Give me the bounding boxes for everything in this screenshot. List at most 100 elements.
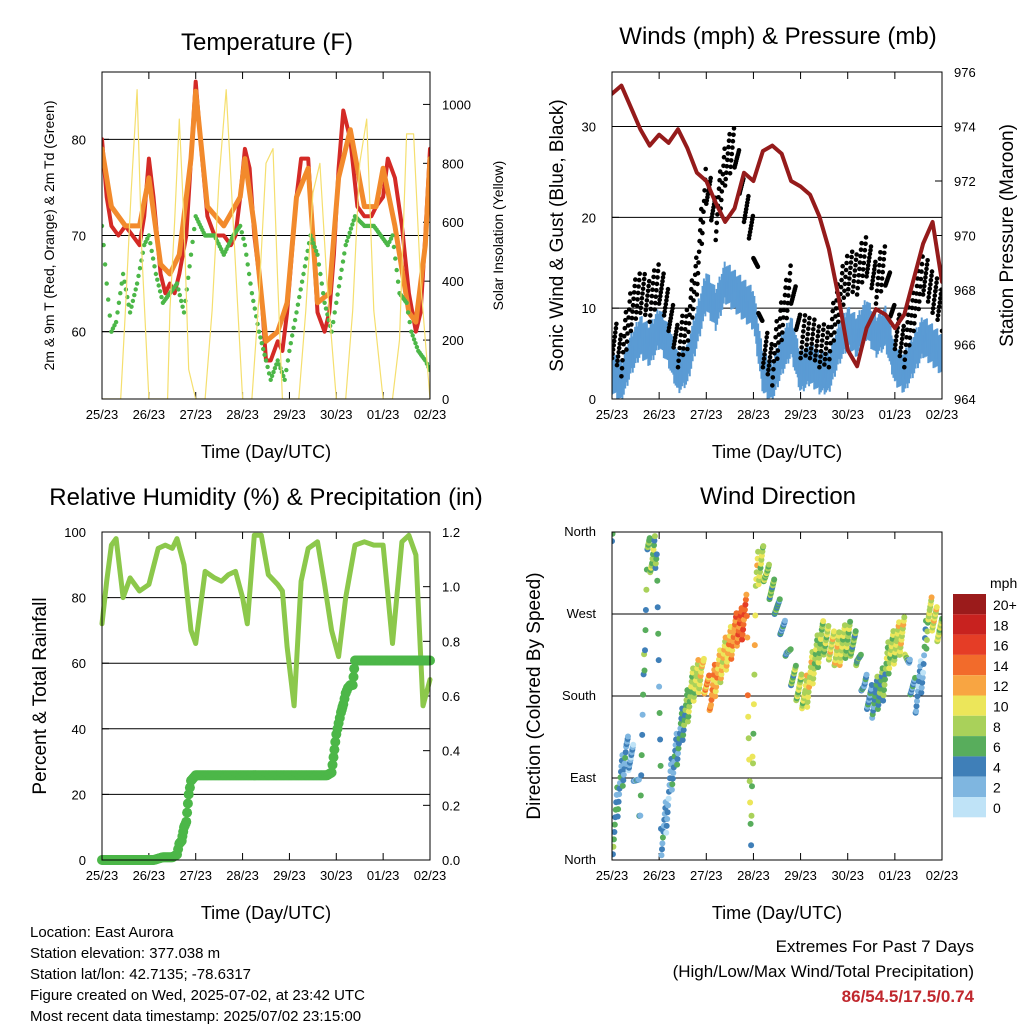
data-point: [682, 333, 687, 339]
data-point: [115, 310, 120, 315]
data-point: [282, 377, 287, 382]
data-point: [675, 364, 681, 370]
data-point: [682, 327, 688, 332]
plot-area: [612, 83, 942, 399]
data-point: [685, 346, 690, 352]
data-point: [642, 271, 647, 277]
data-point: [336, 284, 342, 289]
data-point: [664, 294, 670, 300]
data-point: [829, 324, 834, 330]
data-point: [860, 273, 865, 279]
y-axis-label: Direction (Colored By Speed): [524, 572, 545, 819]
data-point: [313, 248, 319, 254]
data-point: [695, 657, 702, 663]
data-point: [643, 307, 649, 313]
data-point: [752, 612, 759, 619]
data-point: [679, 737, 686, 743]
data-point: [650, 287, 655, 293]
data-point: [856, 279, 861, 285]
y2-tick-label: 0.4: [442, 744, 460, 759]
x-tick-label: 30/23: [320, 407, 353, 422]
data-point: [646, 283, 651, 289]
data-point: [900, 332, 905, 337]
data-point: [625, 733, 631, 740]
data-point: [641, 667, 648, 674]
data-point: [806, 321, 812, 326]
data-point: [861, 260, 867, 266]
data-point: [926, 290, 932, 296]
data-point: [626, 315, 631, 320]
x-tick-label: 26/23: [643, 407, 676, 422]
data-point: [339, 267, 344, 272]
data-point: [832, 330, 837, 335]
data-point: [879, 276, 885, 281]
data-point: [934, 276, 940, 281]
data-point: [642, 607, 649, 613]
data-point: [840, 263, 845, 269]
data-point: [653, 300, 658, 306]
data-point: [855, 285, 860, 291]
data-point: [804, 342, 809, 348]
data-point: [815, 333, 821, 339]
panel-2: Winds (mph) & Pressure (mb) Time (Day/UTC…: [547, 23, 1018, 462]
y2-tick-label: 970: [954, 229, 976, 244]
data-point: [332, 310, 337, 315]
x-tick-label: 02/23: [926, 868, 959, 883]
y-tick-label: East: [570, 770, 596, 785]
data-point: [917, 299, 922, 304]
station-info: Location: East Aurora Station elevation:…: [30, 922, 365, 1027]
data-point: [694, 255, 699, 260]
data-point: [654, 604, 661, 611]
y-axis-label: 2m & 9m T (Red, Orange) & 2m Td (Green): [41, 101, 57, 371]
data-point: [787, 278, 792, 283]
data-point: [622, 325, 628, 331]
data-point: [916, 306, 921, 312]
data-point: [819, 343, 824, 349]
plot-area: [102, 79, 430, 399]
data-point: [816, 329, 821, 334]
data-point: [927, 286, 933, 292]
data-point: [931, 297, 937, 303]
data-point: [823, 351, 828, 357]
legend-label: 2: [993, 780, 1001, 796]
data-point: [939, 287, 942, 292]
data-point: [288, 341, 293, 346]
data-point: [881, 687, 887, 693]
data-point: [650, 281, 656, 286]
data-point: [824, 335, 830, 341]
data-point: [901, 614, 908, 621]
x-tick-label: 28/23: [226, 407, 259, 422]
y2-tick-label: 200: [442, 333, 464, 348]
data-point: [831, 300, 836, 306]
data-point: [120, 271, 126, 277]
data-point: [893, 342, 898, 348]
data-point: [760, 318, 765, 324]
data-point: [807, 315, 812, 321]
data-point: [299, 279, 305, 284]
data-point: [721, 154, 727, 160]
extremes-subtitle: (High/Low/Max Wind/Total Precipitation): [672, 962, 974, 981]
data-point: [729, 647, 736, 654]
data-point: [875, 282, 880, 287]
data-point: [913, 703, 920, 710]
data-point: [347, 680, 358, 691]
data-point: [881, 257, 887, 262]
legend-label: 20+: [993, 597, 1017, 613]
station-location: Location: East Aurora: [30, 924, 174, 941]
data-point: [348, 226, 354, 231]
data-point: [651, 537, 658, 544]
data-point: [741, 606, 748, 613]
y2-tick-label: 1000: [442, 97, 471, 112]
legend-label: 12: [993, 678, 1009, 694]
x-tick-label: 29/23: [784, 407, 817, 422]
data-point: [617, 341, 623, 347]
data-point: [748, 842, 755, 849]
plot-frame: [101, 71, 431, 400]
data-point: [659, 286, 664, 292]
data-point: [913, 298, 919, 304]
data-point: [269, 373, 275, 379]
data-point: [929, 269, 935, 274]
data-point: [652, 565, 659, 571]
data-point: [190, 239, 195, 245]
y-tick-label: 80: [72, 132, 86, 147]
